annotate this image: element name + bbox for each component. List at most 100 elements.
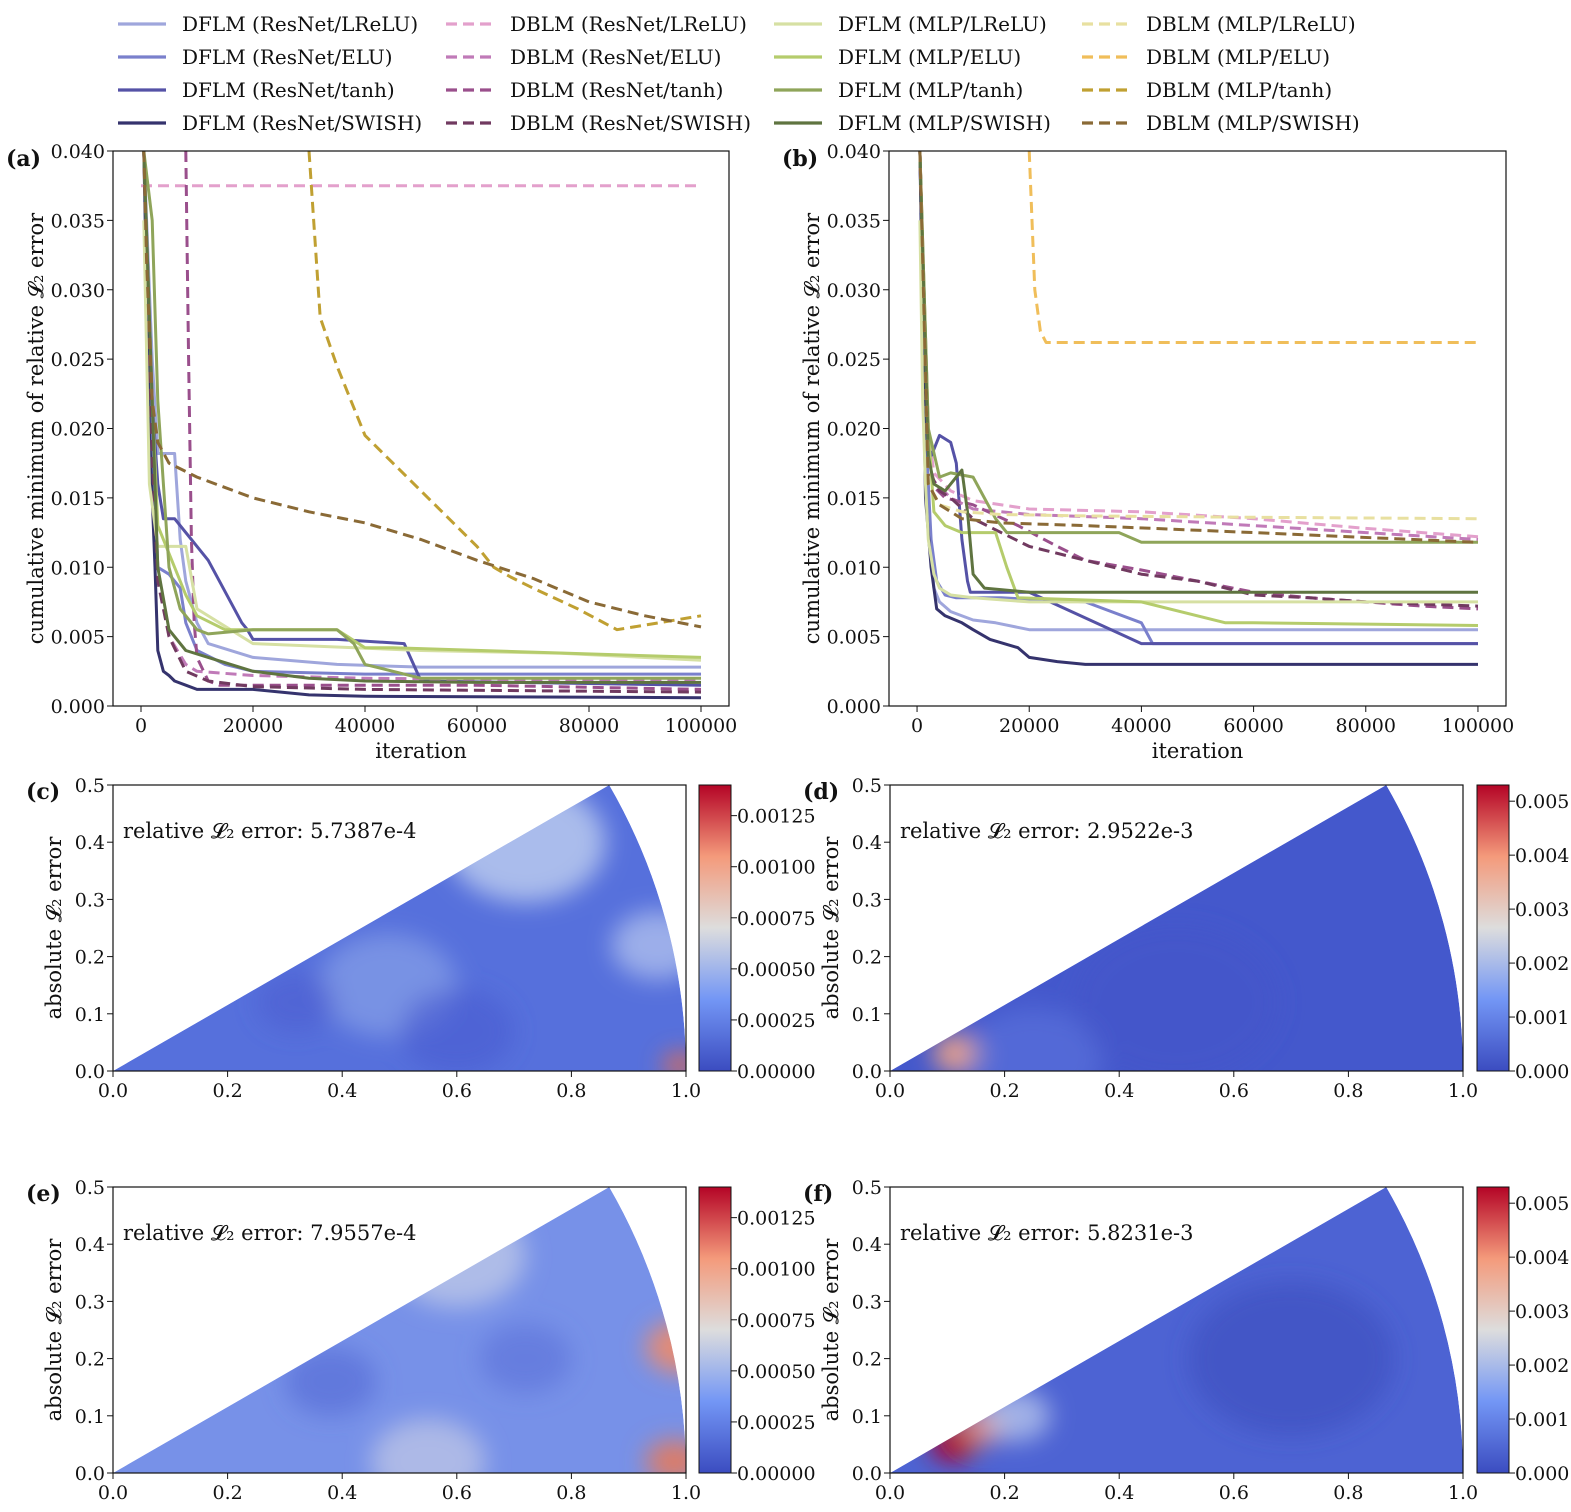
y-tick-label: 0.2 <box>75 947 105 969</box>
plot-frame <box>112 150 730 707</box>
colorbar-tick-label: 0.002 <box>1515 1355 1569 1377</box>
error-hotspot <box>284 1347 377 1416</box>
legend-item: DFLM (MLP/tanh) <box>774 78 1023 102</box>
series-line <box>142 151 702 700</box>
legend-item: DBLM (ResNet/tanh) <box>446 78 723 102</box>
legend: DFLM (ResNet/LReLU) DFLM (ResNet/ELU) DFLM… <box>118 12 1360 135</box>
x-tick-label: 0.0 <box>98 1080 128 1102</box>
y-tick-label: 0.0 <box>852 1061 882 1083</box>
sector-fill <box>113 1187 686 1473</box>
series-line <box>918 151 1478 646</box>
y-tick-label: 0.5 <box>75 1177 105 1199</box>
colorbar-tick-label: 0.003 <box>1515 899 1569 921</box>
x-tick-label: 0.2 <box>989 1482 1019 1504</box>
colorbar-tick-label: 0.000 <box>1515 1061 1569 1083</box>
y-tick-label: 0.020 <box>827 419 881 441</box>
x-tick-label: 0.4 <box>327 1482 357 1504</box>
x-tick-label: 1.0 <box>671 1080 701 1102</box>
error-hotspot <box>256 972 337 1033</box>
series-line <box>142 151 701 680</box>
series-line <box>918 151 1479 544</box>
x-tick-label: 0.4 <box>327 1080 357 1102</box>
x-tick-label: 20000 <box>999 715 1059 737</box>
x-tick-label: 0.6 <box>442 1080 472 1102</box>
colorbar-tick-label: 0.004 <box>1515 845 1569 867</box>
colorbar-tick-label: 0.00025 <box>737 1010 816 1032</box>
line-charts: 0 20000 40000 60000 80000 100000 0.000 0.005 0.0… <box>6 141 1514 763</box>
colorbar-tick-label: 0.00050 <box>737 1361 816 1383</box>
series-line <box>918 151 1479 611</box>
colorbar <box>1476 1186 1510 1474</box>
y-tick-label: 0.5 <box>852 1177 882 1199</box>
colorbar-tick-label: 0.00100 <box>737 1259 816 1281</box>
x-tick-label: 0.2 <box>989 1080 1019 1102</box>
y-tick-label: 0.040 <box>827 141 881 163</box>
heatmap-panel: 0.0 0.2 0.4 0.6 0.8 1.0 0.0 0.1 0.2 0.3 0.4 0.5 abso… <box>803 775 1569 1102</box>
legend-item: DFLM (ResNet/ELU) <box>118 45 393 69</box>
legend-label: DBLM (ResNet/LReLU) <box>510 12 747 36</box>
x-tick-label: 80000 <box>1336 715 1396 737</box>
y-tick-label: 0.035 <box>827 210 881 232</box>
y-tick-label: 0.035 <box>51 210 105 232</box>
colorbar-tick-label: 0.003 <box>1515 1301 1569 1323</box>
y-tick-label: 0.4 <box>75 832 105 854</box>
y-tick-label: 0.015 <box>51 488 105 510</box>
y-tick-label: 0.025 <box>51 349 105 371</box>
error-hotspot <box>611 910 686 980</box>
colorbar-tick-label: 0.004 <box>1515 1247 1569 1269</box>
series-line <box>918 220 1478 604</box>
x-tick-label: 1.0 <box>1448 1080 1478 1102</box>
error-hotspot <box>399 987 515 1071</box>
y-tick-label: 0.2 <box>852 1349 882 1371</box>
legend-item: DFLM (MLP/ELU) <box>774 45 1021 69</box>
y-tick-label: 0.4 <box>852 1234 882 1256</box>
y-tick-label: 0.000 <box>51 696 105 718</box>
series-line <box>918 151 1478 666</box>
colorbar-tick-label: 0.00075 <box>737 908 816 930</box>
y-tick-label: 0.3 <box>852 889 882 911</box>
error-hotspot <box>479 1324 572 1393</box>
series-line <box>918 151 1479 541</box>
panel-label: (f) <box>803 1181 833 1207</box>
x-tick-label: 100000 <box>1442 715 1515 737</box>
x-tick-label: 0.8 <box>1333 1080 1363 1102</box>
x-tick-label: 60000 <box>447 715 507 737</box>
legend-label: DBLM (MLP/tanh) <box>1146 78 1332 102</box>
legend-item: DBLM (ResNet/SWISH) <box>446 111 751 135</box>
x-tick-label: 0 <box>911 715 923 737</box>
legend-label: DFLM (ResNet/tanh) <box>182 78 395 102</box>
y-tick-label: 0.1 <box>75 1004 105 1026</box>
series-line <box>918 151 1479 608</box>
y-axis-label: cumulative minimum of relative 𝓛₂ error <box>800 212 824 644</box>
series-line <box>142 151 701 684</box>
y-tick-label: 0.2 <box>75 1349 105 1371</box>
panel-label: (b) <box>782 146 818 172</box>
legend-label: DBLM (ResNet/tanh) <box>510 78 723 102</box>
legend-item: DFLM (MLP/LReLU) <box>774 12 1047 36</box>
legend-label: DFLM (MLP/LReLU) <box>838 12 1047 36</box>
y-axis-label: absolute 𝓛₂ error <box>42 1238 66 1422</box>
x-tick-label: 0.4 <box>1104 1080 1134 1102</box>
relative-error-annotation: relative 𝓛₂ error: 7.9557e-4 <box>123 1221 417 1245</box>
x-tick-label: 0.6 <box>442 1482 472 1504</box>
series-line <box>142 151 702 659</box>
y-tick-label: 0.4 <box>75 1234 105 1256</box>
colorbar-tick-label: 0.005 <box>1515 1193 1569 1215</box>
colorbar-tick-label: 0.001 <box>1515 1007 1569 1029</box>
x-tick-label: 0.0 <box>98 1482 128 1504</box>
y-tick-label: 0.040 <box>51 141 105 163</box>
y-tick-label: 0.025 <box>827 349 881 371</box>
y-tick-label: 0.000 <box>827 696 881 718</box>
y-tick-label: 0.4 <box>852 832 882 854</box>
colorbar <box>698 784 732 1072</box>
legend-item: DBLM (MLP/LReLU) <box>1082 12 1356 36</box>
y-tick-label: 0.5 <box>75 775 105 797</box>
legend-item: DBLM (MLP/ELU) <box>1082 45 1330 69</box>
heatmap-panel: 0.0 0.2 0.4 0.6 0.8 1.0 0.0 0.1 0.2 0.3 0.4 0.5 abso… <box>803 1177 1569 1504</box>
legend-item: DFLM (ResNet/SWISH) <box>118 111 422 135</box>
colorbar-tick-label: 0.00125 <box>737 1208 816 1230</box>
heatmap-panel: 0.0 0.2 0.4 0.6 0.8 1.0 0.0 0.1 0.2 0.3 0.4 0.5 abso… <box>26 1177 816 1504</box>
y-tick-label: 0.2 <box>852 947 882 969</box>
legend-label: DBLM (MLP/ELU) <box>1146 45 1330 69</box>
